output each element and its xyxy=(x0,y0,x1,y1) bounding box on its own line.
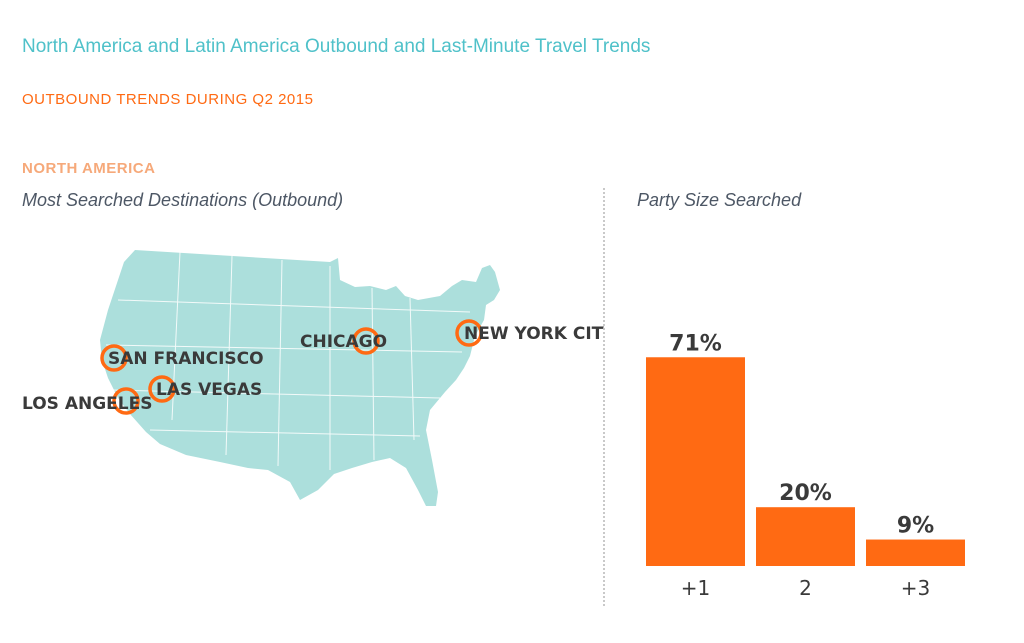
city-label-new-york-city: NEW YORK CITY xyxy=(464,324,604,344)
bar-value-label-1: 71% xyxy=(669,331,722,356)
section-divider xyxy=(603,188,605,606)
bar-3 xyxy=(866,539,965,566)
city-marker-san-francisco xyxy=(100,344,128,372)
city-marker-new-york-city xyxy=(455,319,483,347)
page-title: North America and Latin America Outbound… xyxy=(22,36,651,57)
x-tick-label-3: +3 xyxy=(901,576,930,600)
bar-2 xyxy=(756,507,855,566)
region-heading: NORTH AMERICA xyxy=(22,160,156,177)
city-marker-las-vegas xyxy=(148,375,176,403)
usa-outline xyxy=(100,250,500,506)
page-subtitle: OUTBOUND TRENDS DURING Q2 2015 xyxy=(22,91,314,108)
city-label-las-vegas: LAS VEGAS xyxy=(156,380,262,400)
x-tick-label-1: +1 xyxy=(681,576,710,600)
map-title: Most Searched Destinations (Outbound) xyxy=(22,190,344,210)
bar-value-label-3: 9% xyxy=(897,514,934,539)
city-label-chicago: CHICAGO xyxy=(300,332,387,352)
party-size-chart: 71% +1 20% 2 9% +3 xyxy=(646,331,965,600)
chart-title: Party Size Searched xyxy=(637,190,802,210)
city-label-los-angeles: LOS ANGELES xyxy=(22,394,152,414)
bar-value-label-2: 20% xyxy=(779,481,832,506)
bar-1 xyxy=(646,357,745,566)
x-tick-label-2: 2 xyxy=(799,576,812,600)
city-label-san-francisco: SAN FRANCISCO xyxy=(108,349,264,369)
city-marker-los-angeles xyxy=(112,387,140,415)
state-borders xyxy=(105,251,471,470)
city-marker-chicago xyxy=(352,327,380,355)
